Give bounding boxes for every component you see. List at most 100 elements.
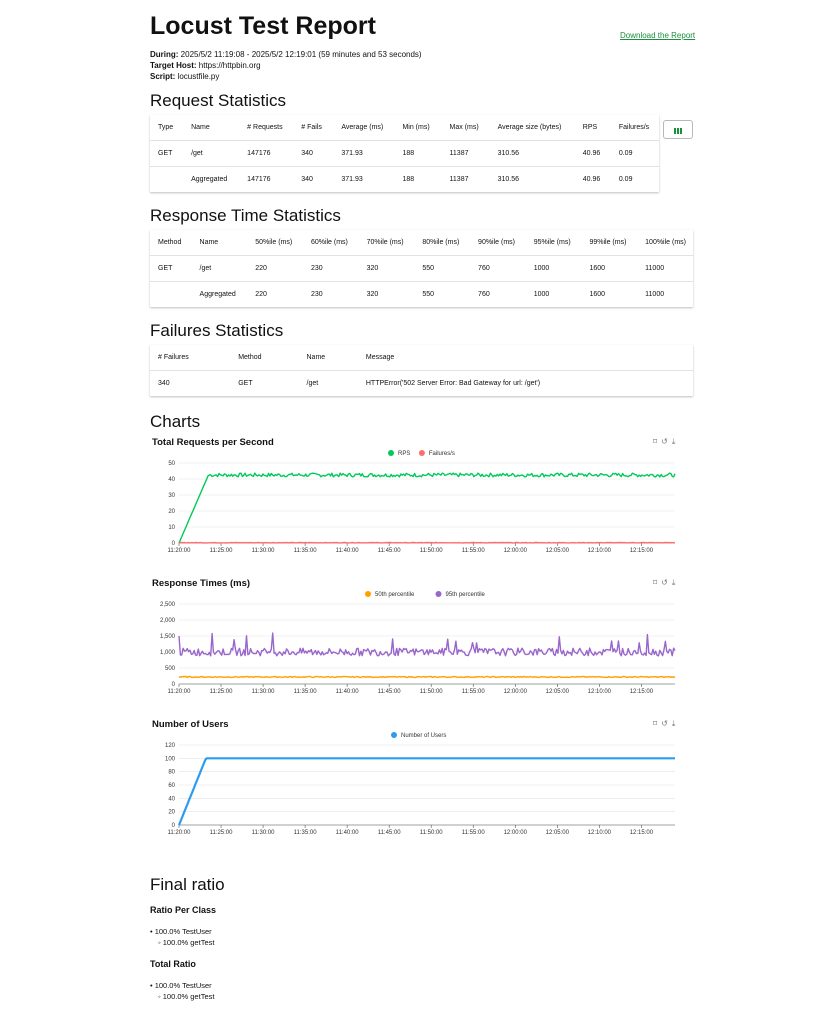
x-tick-label: 12:05:00 bbox=[546, 548, 570, 554]
series-line bbox=[178, 541, 676, 544]
y-tick-label: 0 bbox=[172, 682, 176, 688]
column-header[interactable]: # Fails bbox=[301, 124, 322, 131]
x-tick-label: 11:25:00 bbox=[210, 830, 234, 836]
column-header[interactable]: 90%ile (ms) bbox=[478, 239, 515, 246]
table-cell: 147176 bbox=[239, 140, 294, 167]
x-tick-label: 11:20:00 bbox=[168, 548, 192, 554]
legend-marker bbox=[391, 732, 397, 738]
x-tick-label: 11:35:00 bbox=[294, 548, 318, 554]
column-header[interactable]: Failures/s bbox=[618, 124, 650, 131]
download-icon[interactable]: ⤓ bbox=[671, 437, 680, 446]
table-row: Aggregated 220 230 320 550 760 1000 1600 11000 bbox=[150, 281, 693, 307]
column-header[interactable]: Min (ms) bbox=[402, 124, 430, 131]
legend-marker bbox=[435, 591, 442, 597]
table-cell: 1600 bbox=[581, 281, 638, 307]
zoom-icon[interactable]: ⌑ bbox=[653, 719, 662, 728]
table-cell: 1000 bbox=[525, 281, 582, 307]
series-line bbox=[178, 632, 676, 657]
column-header[interactable]: Method bbox=[158, 239, 182, 246]
reset-icon[interactable]: ↺ bbox=[661, 578, 672, 587]
y-tick-label: 0 bbox=[172, 541, 176, 547]
chart-axes: 0 20 40 60 80 100 120 11:20:00 11:25:00 11:30:00 1… bbox=[165, 743, 675, 836]
table-header-row: Method Name 50%ile (ms) 60%ile (ms) 70%ile (… bbox=[150, 230, 693, 256]
table-row: 340 GET/get HTTPError('502 Server Error: B… bbox=[150, 370, 693, 396]
final-ratio-title: Final ratio bbox=[150, 875, 225, 894]
download-report-link[interactable]: Download the Report bbox=[620, 31, 696, 40]
reset-icon[interactable]: ↺ bbox=[661, 437, 672, 446]
table-cell: HTTPError('502 Server Error: Bad Gateway… bbox=[357, 370, 693, 396]
column-header[interactable]: Average (ms) bbox=[341, 124, 384, 131]
y-tick-label: 40 bbox=[168, 796, 175, 802]
column-header[interactable]: Max (ms) bbox=[449, 124, 479, 131]
download-icon[interactable]: ⤓ bbox=[671, 719, 680, 728]
report-meta: During: 2025/5/2 11:19:08 - 2025/5/2 12:… bbox=[150, 49, 422, 82]
list-item: ◦ 100.0% getTest bbox=[158, 992, 215, 1001]
x-tick-label: 11:45:00 bbox=[378, 548, 402, 554]
legend-marker bbox=[418, 450, 425, 456]
x-tick-label: 11:25:00 bbox=[210, 689, 234, 695]
column-header[interactable]: Name bbox=[306, 354, 326, 361]
x-tick-label: 12:15:00 bbox=[630, 689, 654, 695]
column-header[interactable]: 50%ile (ms) bbox=[255, 239, 293, 246]
response-stats-title: Response Time Statistics bbox=[150, 206, 341, 225]
total-ratio-title: Total Ratio bbox=[150, 959, 196, 969]
column-header[interactable]: Message bbox=[365, 354, 395, 361]
chart-title-response: Response Times (ms) bbox=[152, 578, 251, 589]
column-header[interactable]: 80%ile (ms) bbox=[422, 239, 460, 246]
during-value: 2025/5/2 11:19:08 - 2025/5/2 12:19:01 (5… bbox=[180, 50, 422, 59]
column-header[interactable]: RPS bbox=[582, 124, 598, 131]
column-header[interactable]: 70%ile (ms) bbox=[366, 239, 404, 246]
x-tick-label: 12:00:00 bbox=[504, 689, 528, 695]
x-tick-label: 12:05:00 bbox=[546, 830, 570, 836]
zoom-icon[interactable]: ⌑ bbox=[653, 437, 662, 446]
table-cell: Aggregated bbox=[191, 281, 248, 307]
download-icon[interactable]: ⤓ bbox=[671, 578, 680, 587]
column-header[interactable]: # Requests bbox=[247, 124, 283, 131]
table-cell: /get bbox=[191, 255, 248, 282]
table-cell: GET bbox=[230, 370, 299, 396]
zoom-icon[interactable]: ⌑ bbox=[653, 578, 662, 587]
rps-chart: 0 10 20 30 40 50 11:20:00 11:25:00 11:30:00 11:35… bbox=[168, 450, 676, 554]
x-tick-label: 11:40:00 bbox=[336, 548, 360, 554]
column-header[interactable]: Average size (bytes) bbox=[497, 124, 562, 131]
column-header[interactable]: Name bbox=[191, 124, 210, 131]
x-tick-label: 12:10:00 bbox=[588, 830, 612, 836]
x-tick-label: 11:30:00 bbox=[252, 830, 276, 836]
legend-label: Failures/s bbox=[429, 451, 455, 457]
y-tick-label: 20 bbox=[168, 509, 175, 515]
column-header[interactable]: 60%ile (ms) bbox=[310, 239, 348, 246]
reset-icon[interactable]: ↺ bbox=[661, 719, 672, 728]
column-header[interactable]: 100%ile (ms) bbox=[645, 239, 687, 246]
column-header[interactable]: 99%ile (ms) bbox=[589, 239, 627, 246]
y-tick-label: 20 bbox=[168, 810, 175, 816]
columns-toggle-button[interactable] bbox=[663, 120, 693, 139]
ratio-per-class-title: Ratio Per Class bbox=[150, 905, 217, 915]
y-tick-label: 1,500 bbox=[160, 634, 176, 640]
table-cell: 11387 bbox=[441, 166, 490, 192]
column-header[interactable]: Name bbox=[199, 239, 219, 246]
table-cell: 11387 bbox=[441, 140, 490, 167]
table-cell: 188 bbox=[394, 140, 442, 167]
table-cell: 371.93 bbox=[333, 140, 395, 167]
y-tick-label: 1,000 bbox=[160, 650, 176, 656]
chart-tools-response: ⌑↺⤓ bbox=[653, 578, 679, 588]
x-tick-label: 11:40:00 bbox=[336, 689, 360, 695]
series-line bbox=[177, 757, 675, 826]
list-item: • 100.0% TestUser bbox=[150, 981, 212, 990]
x-tick-label: 11:50:00 bbox=[420, 689, 444, 695]
series-line bbox=[179, 675, 676, 679]
column-header[interactable]: # Failures bbox=[158, 354, 189, 361]
column-header[interactable]: 95%ile (ms) bbox=[533, 239, 571, 246]
y-tick-label: 50 bbox=[168, 461, 175, 467]
table-cell: 40.96 bbox=[574, 166, 611, 192]
table-cell: 1600 bbox=[581, 255, 638, 282]
legend-label: 95th percentile bbox=[446, 592, 486, 598]
column-header[interactable]: Method bbox=[238, 354, 262, 361]
table-cell: 40.96 bbox=[574, 140, 611, 167]
table-cell: 320 bbox=[358, 281, 415, 307]
table-cell: Aggregated bbox=[183, 166, 240, 192]
x-tick-label: 12:10:00 bbox=[588, 689, 612, 695]
x-tick-label: 11:40:00 bbox=[336, 830, 360, 836]
column-header[interactable]: Type bbox=[158, 124, 174, 131]
legend-marker bbox=[365, 591, 371, 597]
